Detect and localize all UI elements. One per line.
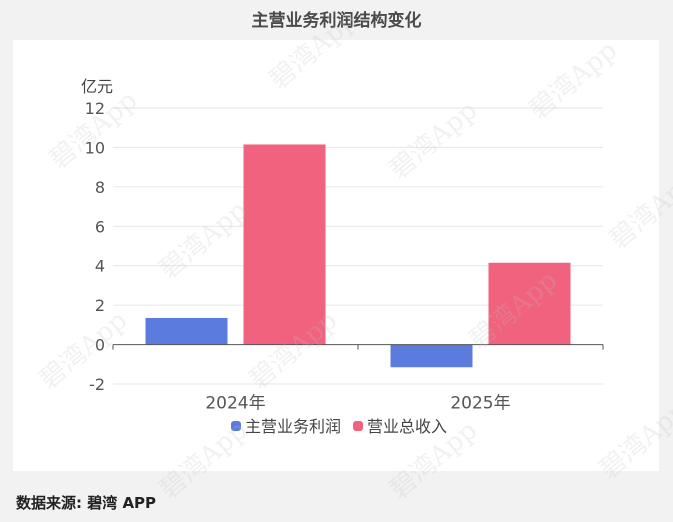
y-tick-label: 12 [85, 99, 105, 118]
bar-main-profit [145, 317, 228, 345]
legend-swatch [353, 421, 363, 431]
data-source: 数据来源: 碧湾 APP [16, 494, 157, 512]
y-tick-label: 6 [95, 217, 105, 236]
x-tick-label: 2024年 [205, 394, 265, 414]
bar-main-profit [390, 344, 473, 368]
legend-label: 营业总收入 [367, 417, 447, 436]
bar-total-revenue [488, 262, 571, 345]
x-tick-label: 2025年 [450, 394, 510, 414]
y-tick-label: 8 [95, 178, 105, 197]
y-tick-label: 0 [95, 336, 105, 355]
y-tick-label: -2 [89, 375, 105, 394]
bar-total-revenue [243, 144, 326, 345]
legend-swatch [231, 421, 241, 431]
y-tick-label: 2 [95, 296, 105, 315]
y-axis-label: 亿元 [81, 77, 113, 96]
chart-title: 主营业务利润结构变化 [251, 11, 422, 31]
chart-card: -2 0 2 4 6 8 10 12 亿元 2024年 2025年主营业务利润 营业总收入 [13, 40, 659, 471]
y-tick-label: 10 [85, 138, 105, 157]
y-tick-label: 4 [95, 257, 105, 276]
legend-label: 主营业务利润 [245, 417, 341, 436]
